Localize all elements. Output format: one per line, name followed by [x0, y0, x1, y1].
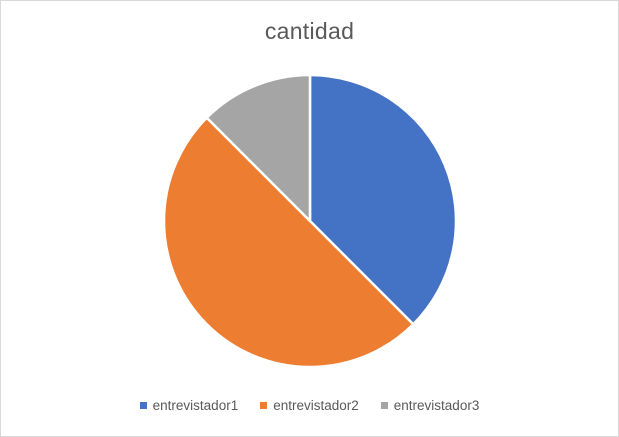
pie-slice-entrevistador3: [205, 73, 312, 223]
legend-swatch: [260, 402, 268, 409]
legend-label: entrevistador1: [152, 398, 239, 413]
pie-slice-entrevistador2: [162, 116, 415, 369]
legend-item-entrevistador3: entrevistador3: [380, 398, 480, 413]
legend-label: entrevistador3: [393, 398, 480, 413]
legend-label: entrevistador2: [273, 398, 359, 413]
legend-swatch: [139, 402, 147, 409]
legend-swatch: [380, 402, 388, 409]
chart-legend: entrevistador1 entrevistador2 entrevistado…: [0, 398, 619, 413]
chart-title: cantidad: [264, 18, 355, 44]
legend-item-entrevistador1: entrevistador1: [139, 398, 239, 413]
pie-slice-entrevistador1: [308, 73, 458, 326]
legend-item-entrevistador2: entrevistador2: [260, 398, 359, 413]
